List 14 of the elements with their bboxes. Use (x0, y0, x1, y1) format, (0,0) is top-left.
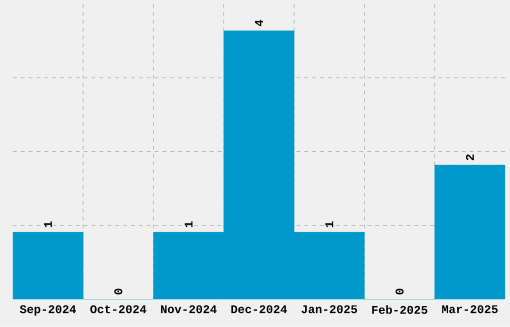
x-tick-label: Sep-2024 (20, 305, 76, 316)
x-tick-label: Nov-2024 (161, 305, 217, 314)
data-label: 0 (114, 288, 122, 294)
x-tick-label: Mar-2025 (442, 305, 498, 314)
data-label: 4 (255, 20, 263, 26)
data-label: 1 (325, 221, 334, 228)
x-tick-label: Feb-2025 (372, 305, 428, 314)
data-label: 0 (396, 288, 404, 294)
data-label: 1 (44, 221, 52, 228)
data-label: 2 (466, 154, 474, 160)
x-tick-label: Oct-2024 (90, 305, 146, 314)
x-tick-label: Dec-2024 (231, 305, 287, 314)
data-label: 1 (184, 221, 193, 228)
x-tick-label: Jan-2025 (302, 305, 358, 314)
